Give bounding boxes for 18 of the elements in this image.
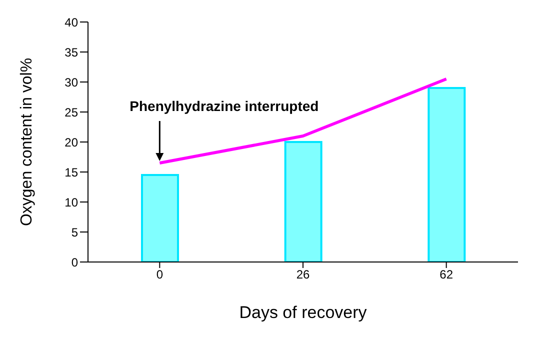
annotation: Phenylhydrazine interrupted [130,98,319,114]
bar [284,141,322,262]
x-tick-label: 26 [296,268,310,282]
y-tick-label: 35 [64,45,78,60]
y-tick-label: 5 [71,225,78,240]
x-tick-label: 0 [156,268,164,282]
y-axis-title: Oxygen content in vol% [18,58,36,226]
bar [428,87,466,262]
x-tick-label: 62 [440,268,454,282]
y-tick-label: 25 [64,105,78,120]
y-tick-label: 15 [64,165,78,180]
x-axis-title: Days of recovery [239,303,368,322]
y-tick-label: 20 [64,135,78,150]
y-tick-label: 0 [71,255,78,270]
y-tick-label: 30 [64,75,78,90]
bar [141,174,179,262]
y-tick-label: 40 [64,15,78,30]
y-tick-label: 10 [64,195,78,210]
